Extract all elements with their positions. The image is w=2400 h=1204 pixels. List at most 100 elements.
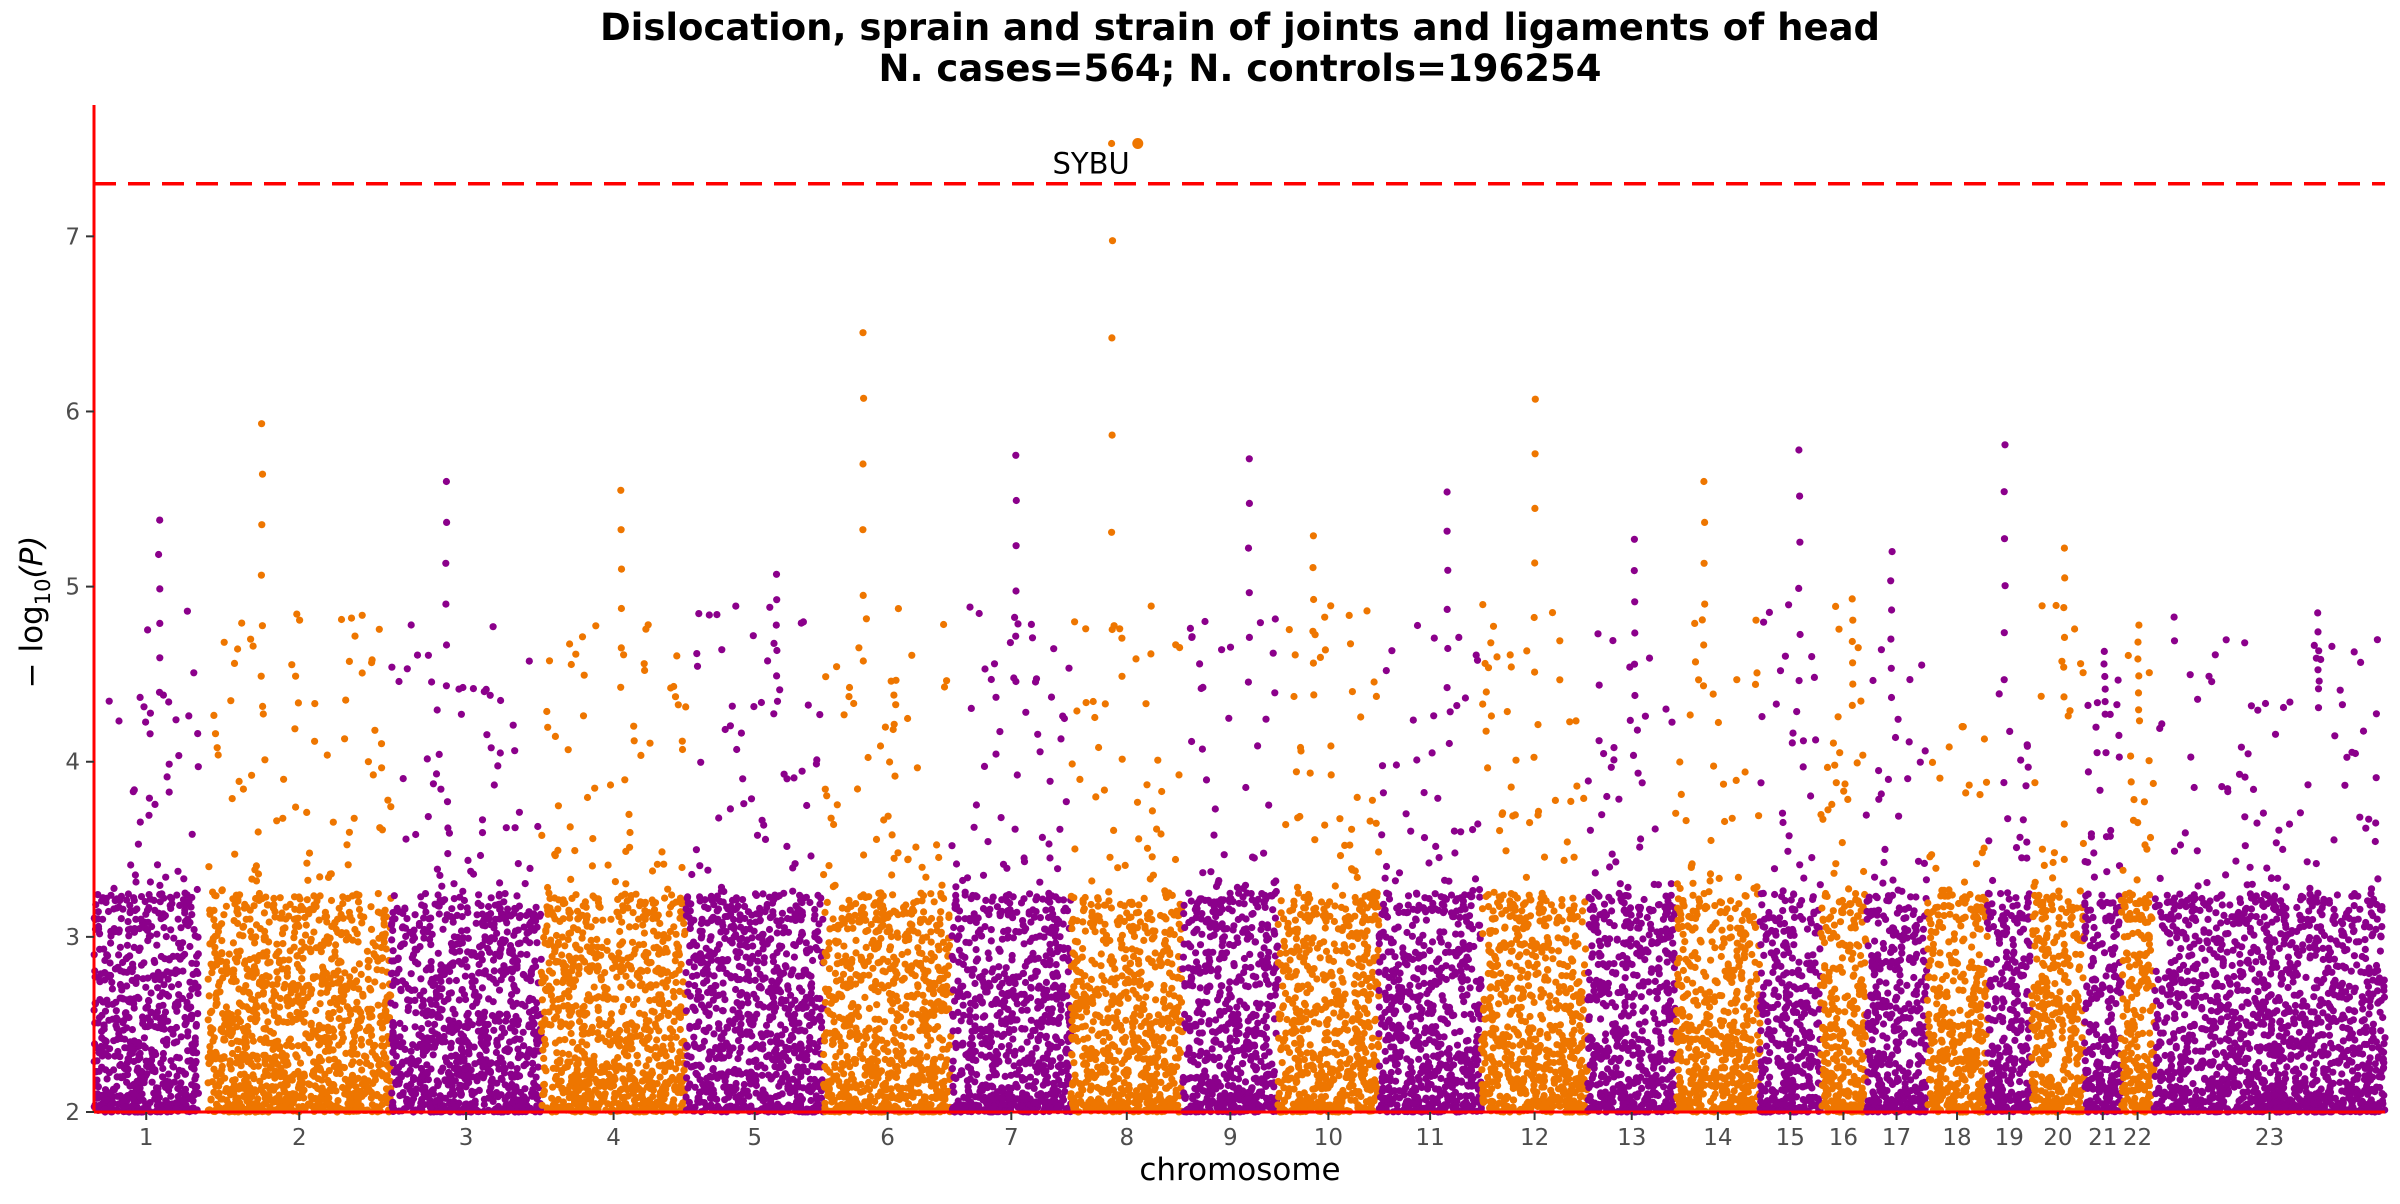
snp-point <box>180 875 188 883</box>
snp-point <box>464 856 472 865</box>
snp-point <box>678 737 686 745</box>
snp-point <box>633 1052 641 1060</box>
snp-point <box>721 996 729 1004</box>
snp-point <box>767 935 775 943</box>
snp-point <box>686 907 694 915</box>
snp-point <box>603 995 612 1003</box>
snp-point <box>662 944 670 953</box>
snp-point <box>357 970 365 979</box>
snp-point <box>217 957 225 965</box>
snp-point <box>411 911 419 919</box>
snp-point <box>780 889 788 897</box>
snp-point <box>293 960 301 969</box>
snp-point <box>815 1014 824 1022</box>
snp-point <box>478 816 487 824</box>
snp-point <box>304 1100 312 1108</box>
snp-point <box>769 958 778 966</box>
snp-point <box>192 1057 200 1066</box>
snp-point <box>419 1045 427 1053</box>
snp-point <box>298 967 306 975</box>
snp-point <box>120 1017 128 1025</box>
snp-point <box>149 1067 157 1075</box>
snp-point <box>305 910 313 918</box>
snp-point <box>470 1043 478 1051</box>
snp-point <box>616 927 624 936</box>
snp-point <box>408 1097 416 1105</box>
snp-point <box>404 1003 413 1011</box>
snp-point <box>797 1026 805 1034</box>
snp-point <box>183 891 191 899</box>
snp-point <box>574 926 582 934</box>
snp-point <box>335 1014 343 1023</box>
snp-point <box>132 915 140 923</box>
snp-point <box>259 710 267 718</box>
snp-point <box>353 1102 361 1110</box>
snp-point <box>586 1065 594 1073</box>
snp-point <box>791 860 799 868</box>
snp-point <box>274 975 282 983</box>
snp-point <box>398 1060 406 1068</box>
snp-point <box>434 1013 443 1021</box>
snp-point <box>496 879 504 887</box>
snp-point <box>813 756 821 764</box>
snp-point <box>248 771 256 779</box>
snp-point <box>448 905 456 913</box>
snp-point <box>596 1021 604 1029</box>
snp-point <box>880 1018 889 1026</box>
snp-point <box>798 911 807 919</box>
snp-point <box>557 1068 566 1076</box>
snp-point <box>186 942 194 951</box>
snp-point <box>397 1073 405 1081</box>
snp-point <box>280 984 288 992</box>
snp-point <box>432 1030 440 1038</box>
snp-point <box>686 1022 694 1030</box>
snp-point <box>337 958 345 966</box>
snp-point <box>357 912 365 920</box>
chromosome-2-points <box>204 420 395 1116</box>
snp-point <box>460 991 468 999</box>
snp-point <box>440 970 448 979</box>
snp-point <box>125 932 133 940</box>
snp-point <box>459 887 467 895</box>
snp-point <box>191 1040 199 1048</box>
snp-point <box>157 1059 165 1067</box>
snp-point <box>360 1090 368 1098</box>
snp-point <box>388 1102 396 1110</box>
snp-point <box>252 933 260 941</box>
snp-point <box>226 1061 234 1069</box>
snp-point <box>136 818 144 826</box>
snp-point <box>718 1034 726 1042</box>
snp-point <box>719 979 727 987</box>
snp-point <box>212 1072 220 1080</box>
snp-point <box>583 912 591 920</box>
snp-point <box>269 1045 277 1053</box>
snp-point <box>177 924 185 932</box>
snp-point <box>160 924 168 932</box>
snp-point <box>816 900 824 908</box>
snp-point <box>549 1064 557 1072</box>
snp-point <box>567 1020 575 1028</box>
snp-point <box>714 956 722 964</box>
snp-point <box>760 959 768 967</box>
snp-point <box>228 977 236 985</box>
snp-point <box>588 862 597 870</box>
snp-point <box>732 894 741 902</box>
snp-point <box>145 811 153 819</box>
snp-point <box>163 1035 171 1043</box>
snp-point <box>566 823 574 831</box>
snp-point <box>167 926 175 934</box>
snp-point <box>617 940 625 948</box>
snp-point <box>426 996 434 1004</box>
snp-point <box>675 951 683 959</box>
snp-point <box>829 1011 837 1019</box>
snp-point <box>374 957 382 965</box>
snp-point <box>184 1047 192 1055</box>
snp-point <box>358 919 366 927</box>
snp-point <box>175 991 183 999</box>
snp-point <box>590 983 598 991</box>
snp-point <box>232 1059 240 1067</box>
snp-point <box>353 930 361 938</box>
snp-point <box>670 1096 678 1104</box>
snp-point <box>148 1049 156 1057</box>
snp-point <box>506 949 514 957</box>
